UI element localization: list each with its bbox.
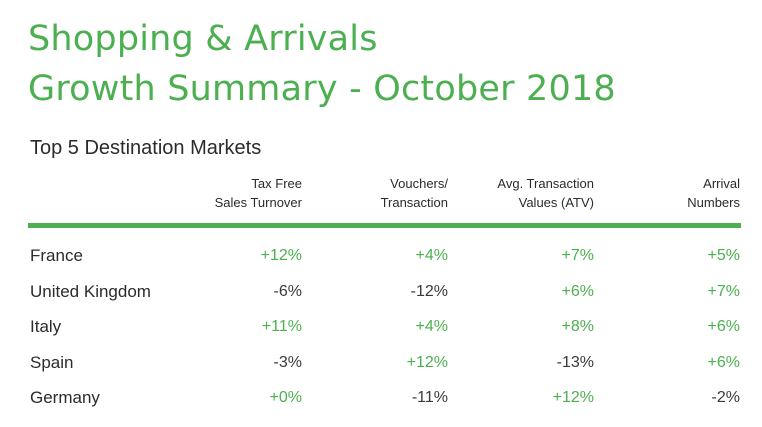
table-cell: -3% bbox=[273, 354, 302, 371]
table-cell: +12% bbox=[406, 354, 448, 371]
table-cell: +8% bbox=[561, 318, 594, 335]
table-cell: +12% bbox=[260, 247, 302, 264]
column-header-1: Tax Free Sales Turnover bbox=[214, 176, 302, 210]
row-label-italy: Italy bbox=[30, 317, 62, 336]
table-cell: +6% bbox=[707, 354, 740, 371]
page-title: Shopping & Arrivals Growth Summary - Oct… bbox=[28, 14, 616, 114]
table-cell: +6% bbox=[561, 283, 594, 300]
table-cell: +0% bbox=[269, 389, 302, 406]
header-divider bbox=[28, 223, 741, 228]
row-label-united-kingdom: United Kingdom bbox=[30, 282, 151, 301]
title-line-2: Growth Summary - October 2018 bbox=[28, 69, 616, 109]
table-cell: +7% bbox=[707, 283, 740, 300]
table-cell: +7% bbox=[561, 247, 594, 264]
column-header-3: Avg. Transaction Values (ATV) bbox=[497, 176, 594, 210]
table-cell: +5% bbox=[707, 247, 740, 264]
table-cell: +4% bbox=[415, 247, 448, 264]
table-cell: -13% bbox=[556, 354, 594, 371]
title-line-1: Shopping & Arrivals bbox=[28, 19, 378, 59]
column-header-4: Arrival Numbers bbox=[687, 176, 740, 210]
table-cell: -6% bbox=[273, 283, 302, 300]
table-subtitle: Top 5 Destination Markets bbox=[30, 137, 262, 159]
table-cell: -2% bbox=[711, 389, 740, 406]
row-label-spain: Spain bbox=[30, 353, 74, 372]
row-label-france: France bbox=[30, 246, 83, 265]
table-cell: +12% bbox=[552, 389, 594, 406]
table-cell: +11% bbox=[261, 318, 302, 335]
column-header-2: Vouchers/ Transaction bbox=[380, 176, 448, 210]
row-label-germany: Germany bbox=[30, 388, 100, 407]
table-cell: -12% bbox=[410, 283, 448, 300]
table-cell: -11% bbox=[411, 389, 448, 406]
table-cell: +6% bbox=[707, 318, 740, 335]
table-cell: +4% bbox=[415, 318, 448, 335]
